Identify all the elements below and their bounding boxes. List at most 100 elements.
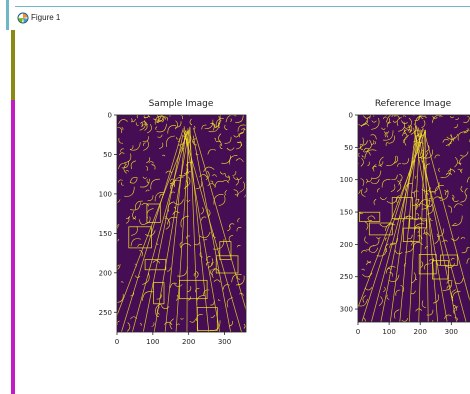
matplotlib-figure-icon [17,12,29,24]
edge-curve [130,316,138,320]
edge-curve [173,206,176,210]
edge-curve [146,123,152,134]
edge-curve [386,294,390,300]
edge-line [425,129,429,322]
edge-curve [182,135,188,144]
edge-curve [130,177,138,184]
edge-curve [145,216,151,224]
edge-curve [235,158,244,163]
edge-curve [453,136,456,142]
edge-curve [369,245,375,252]
edge-curve [226,297,233,308]
edge-curve [184,168,188,175]
edge-curve [200,207,204,215]
edge-curve [203,289,210,296]
edge-curve [145,165,149,171]
edge-curve [367,215,376,220]
figure-canvas[interactable]: Sample Image 0 100 200 300 0 50 100 150 200 250 R… [15,29,470,394]
x-tick-label: 200 [414,328,427,336]
edge-curve [241,128,246,131]
edge-curve [139,323,142,327]
edge-curve [454,156,458,168]
edge-curve [389,237,398,245]
edge-curve [457,131,466,141]
y-tick-label: 250 [340,273,353,281]
edge-curve [414,203,418,211]
edge-curve [364,287,373,291]
figure-window[interactable]: Figure 1 Sample Image 0 100 200 300 0 50 100 15… [15,6,470,394]
edge-curve [381,127,386,130]
edge-curve [421,300,426,309]
edge-curve [220,171,226,175]
edge-curve [181,147,184,152]
edge-curve [167,125,177,134]
edge-box [440,254,458,266]
edge-curve [360,157,364,167]
edge-curve [376,237,381,239]
edge-curve [235,177,239,186]
edge-curve [426,163,431,169]
edge-curve [460,237,466,240]
edge-curve [243,323,246,329]
edge-curve [186,135,192,144]
edge-curve [383,130,394,141]
edge-curve [403,133,408,138]
edge-curve [210,180,214,184]
edge-curve [162,116,166,120]
edge-line [121,128,184,332]
edge-curve [386,131,390,138]
edge-curve [231,273,242,283]
edge-curve [207,209,211,218]
edge-curve [214,116,221,129]
edge-curve [424,228,428,236]
edge-map-reference [358,115,470,322]
edge-curve [224,136,232,144]
edge-curve [172,211,180,215]
edge-curve [177,137,185,146]
edge-curve [372,166,377,169]
edge-curve [160,305,170,309]
edge-curve [415,175,417,179]
edge-curve [171,191,176,194]
edge-curve [121,161,130,169]
window-titlebar[interactable]: Figure 1 [15,7,470,29]
edge-curve [117,264,120,268]
edge-curve [118,119,128,124]
edge-curve [211,262,214,266]
edge-curve [180,243,192,249]
edge-curve [152,260,161,264]
edge-curve [129,142,141,151]
edge-curve [401,317,409,322]
edge-curve [459,157,464,166]
edge-curve [370,178,380,185]
edge-curve [236,226,242,232]
edge-curve [385,141,389,146]
edge-curve [237,218,240,223]
edge-curve [388,274,400,282]
edge-line [399,134,418,322]
edge-box [359,211,381,222]
edge-curve [398,121,405,132]
edge-curve [360,178,365,186]
edge-line [183,126,221,332]
edge-curve [421,187,432,192]
subplot-title-sample: Sample Image [149,99,214,109]
edge-curve [419,153,424,158]
edge-curve [381,179,391,188]
edge-curve [136,115,139,119]
edge-curve [210,269,214,276]
edge-curve [156,294,162,300]
edge-line [117,131,189,317]
y-tick-label: 0 [349,112,353,120]
edge-curve [144,123,148,131]
edge-curve [187,171,192,175]
edge-curve [141,202,149,207]
edge-curve [130,160,136,170]
edge-curve [363,317,366,322]
edge-map-sample [117,115,246,332]
edge-curve [365,178,368,184]
edge-curve [436,228,444,237]
edge-curve [119,152,125,156]
edge-curve [130,292,135,297]
y-tick-label: 300 [340,306,353,314]
